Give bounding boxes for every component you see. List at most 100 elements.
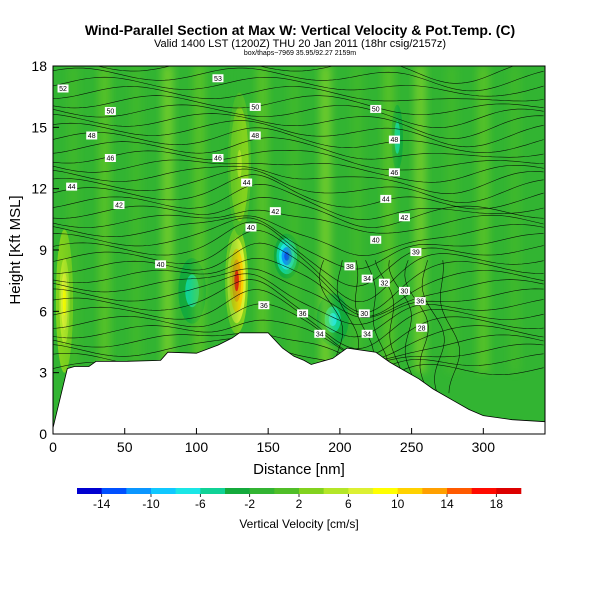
colorbar-segment [249, 488, 275, 494]
contour-labels: 52 53 50 50 50 48 48 48 46 46 46 44 44 44 42 42 42 40 40 40… [57, 74, 428, 338]
pot-temp-contour [53, 215, 544, 256]
velocity-stripe [162, 66, 174, 373]
colorbar-tick-label: 10 [391, 497, 405, 511]
pot-temp-contour [53, 159, 544, 183]
svg-text:44: 44 [382, 196, 390, 203]
svg-text:44: 44 [68, 184, 76, 191]
pot-temp-contour [53, 258, 544, 317]
pot-temp-contour [53, 268, 544, 318]
svg-text:53: 53 [214, 76, 222, 83]
svg-text:42: 42 [271, 209, 279, 216]
colorbar-segment [175, 488, 201, 494]
contour-label: 34 [361, 274, 373, 283]
colorbar-tick-label: 14 [440, 497, 454, 511]
svg-text:50: 50 [372, 107, 380, 114]
contour-label: 44 [241, 178, 253, 187]
pot-temp-contour [53, 332, 544, 362]
svg-text:28: 28 [418, 325, 426, 332]
y-tick-label: 0 [39, 426, 47, 442]
pot-temp-contour [53, 127, 544, 153]
contour-label: 50 [249, 102, 261, 111]
svg-text:32: 32 [380, 280, 388, 287]
contour-label: 34 [361, 329, 373, 338]
velocity-stripe [225, 66, 237, 373]
colorbar-segment [200, 488, 226, 494]
velocity-stripe [256, 66, 269, 373]
y-tick-label: 3 [39, 365, 47, 381]
pot-temp-contour [53, 86, 544, 102]
pot-temp-contour [53, 273, 544, 325]
svg-text:36: 36 [260, 303, 268, 310]
colorbar-segment [101, 488, 127, 494]
x-tick-label: 50 [117, 439, 133, 455]
velocity-stripe [288, 66, 300, 373]
contour-label: 36 [258, 301, 270, 310]
colorbar-tick-label: -10 [142, 497, 160, 511]
colorbar-tick-label: -6 [195, 497, 206, 511]
contour-label: 50 [370, 104, 382, 114]
svg-text:39: 39 [412, 250, 420, 257]
x-axis: 0 50 100 150 200 250 300 [49, 428, 495, 455]
pot-temp-contour [53, 174, 544, 210]
x-axis-label: Distance [nm] [253, 461, 345, 478]
contour-label: 40 [155, 260, 167, 269]
svg-text:30: 30 [401, 288, 409, 295]
velocity-stripe [477, 66, 490, 373]
pot-temp-contour [53, 338, 544, 366]
colorbar-segment [373, 488, 398, 494]
pot-temp-contour [53, 113, 544, 139]
svg-text:46: 46 [390, 170, 398, 177]
pot-temp-contour [53, 67, 544, 92]
y-tick-label: 12 [31, 181, 47, 197]
colorbar-tick-label: -14 [93, 497, 111, 511]
pot-temp-contour [53, 183, 544, 220]
chart-title: Wind-Parallel Section at Max W: Vertical… [84, 22, 516, 38]
contour-label: 48 [388, 135, 400, 144]
pot-temp-contour [53, 319, 544, 360]
svg-text:44: 44 [243, 180, 251, 187]
pot-temp-contour [53, 165, 544, 194]
colorbar-segment [471, 488, 497, 494]
chart-subtitle-small: box/thaps~7969 35.95/92.27 2159m [243, 50, 357, 57]
contour-label: 38 [344, 262, 356, 271]
velocity-stripe [67, 66, 79, 373]
colorbar-segment [422, 488, 448, 494]
x-tick-label: 100 [185, 439, 209, 455]
svg-text:36: 36 [416, 299, 424, 306]
plot-area: 52 53 50 50 50 48 48 48 46 46 46 44 44 44 42 42 42 40 40 40… [53, 66, 545, 434]
contour-label: 46 [388, 168, 400, 177]
colorbar-tick-label: 18 [490, 497, 504, 511]
chart-subtitle: Valid 1400 LST (1200Z) THU 20 Jan 2011 (… [153, 38, 447, 50]
pot-temp-contour [53, 76, 544, 97]
svg-text:48: 48 [88, 133, 96, 140]
svg-text:46: 46 [214, 156, 222, 163]
colorbar-segment [77, 488, 102, 494]
contour-label: 40 [245, 223, 257, 232]
pot-temp-contour [53, 242, 544, 313]
contour-label: 30 [398, 286, 410, 295]
pot-temp-contour [53, 230, 544, 303]
colorbar-segment [126, 488, 152, 494]
contour-label: 28 [416, 323, 428, 332]
svg-text:50: 50 [251, 104, 259, 111]
pot-temp-contour [404, 260, 429, 394]
contour-label: 50 [104, 106, 116, 116]
svg-text:34: 34 [363, 331, 371, 338]
contour-label: 53 [212, 74, 224, 83]
contour-label: 42 [398, 213, 410, 222]
pot-temp-contour [53, 217, 544, 270]
svg-text:38: 38 [346, 264, 354, 271]
contour-label: 39 [410, 248, 422, 257]
contour-label: 34 [314, 329, 326, 338]
pot-temp-contour [96, 66, 515, 84]
svg-text:34: 34 [316, 331, 324, 338]
pot-temp-contour [421, 260, 445, 394]
contour-label: 36 [297, 309, 309, 318]
colorbar-tick-label: 6 [345, 497, 352, 511]
svg-text:36: 36 [299, 311, 307, 318]
colorbar-tick-label: 2 [296, 497, 303, 511]
svg-text:42: 42 [401, 215, 409, 222]
y-axis: 0 3 6 9 12 15 18 [31, 58, 59, 442]
contour-label: 42 [269, 207, 281, 216]
svg-text:34: 34 [363, 276, 371, 283]
